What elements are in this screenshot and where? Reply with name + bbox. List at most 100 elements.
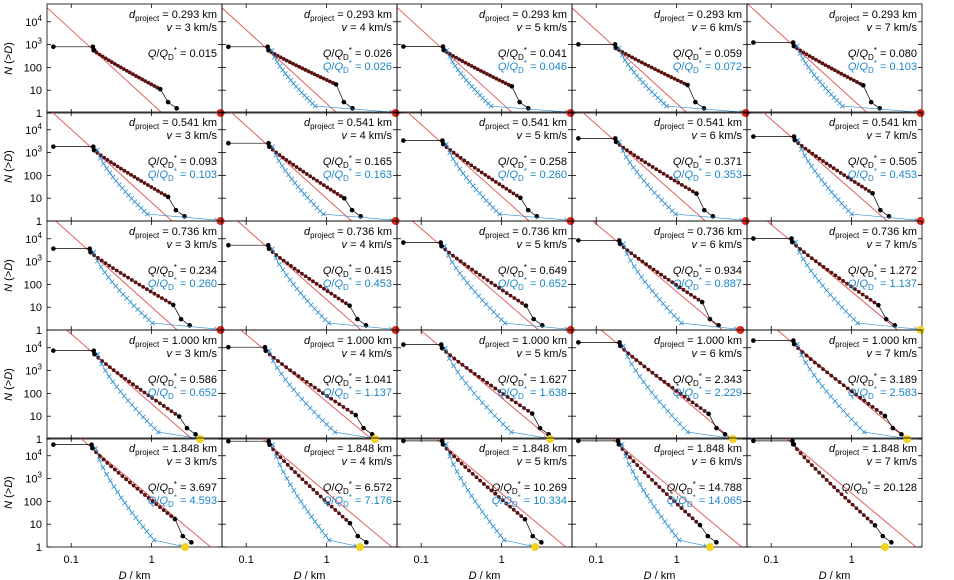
y-tick-label: 104 xyxy=(25,340,42,355)
fragment-point xyxy=(284,158,289,162)
fragment-point xyxy=(451,53,455,58)
fragment-point xyxy=(639,158,644,162)
comparison-cross xyxy=(835,300,841,306)
comparison-cross xyxy=(471,390,477,396)
plot-area xyxy=(226,112,395,221)
fragment-point xyxy=(658,376,663,381)
fragment-point xyxy=(284,58,289,63)
comparison-cross xyxy=(269,47,275,53)
fragment-point xyxy=(131,483,136,488)
fragment-point xyxy=(148,289,153,294)
comparison-cross xyxy=(623,453,629,459)
fragment-point xyxy=(626,53,631,58)
fragment-point xyxy=(852,287,857,292)
comparison-cross xyxy=(500,421,506,427)
fragment-point xyxy=(665,174,670,178)
fragment-point xyxy=(878,411,883,415)
fragment-point xyxy=(795,447,799,451)
comparison-cross xyxy=(488,409,494,415)
fragment-point xyxy=(119,166,123,171)
fragment-point xyxy=(692,295,697,300)
fragment-point xyxy=(97,52,102,57)
fragment-point xyxy=(288,60,292,65)
comparison-cross xyxy=(498,317,504,322)
fragment-point xyxy=(514,193,519,198)
comparison-cross xyxy=(664,103,670,109)
comparison-cross xyxy=(269,246,275,252)
fragment-point xyxy=(119,373,124,378)
fragment-point xyxy=(631,459,636,464)
fragment-point xyxy=(161,508,166,513)
panel-r1-c5: dproject = 0.293 kmv = 7 km/s Q/QD* = 0.0… xyxy=(746,3,925,117)
comparison-cross xyxy=(276,261,282,267)
comparison-cross xyxy=(99,361,105,367)
fragment-point xyxy=(508,293,513,298)
fit-line xyxy=(784,438,917,547)
fragment-point xyxy=(469,64,474,68)
fragment-point xyxy=(647,162,651,167)
fragment-point xyxy=(880,533,886,539)
fragment-point xyxy=(101,457,106,462)
fragment-point xyxy=(489,488,494,493)
fragment-point xyxy=(131,72,135,77)
fragment-point xyxy=(497,286,501,290)
velocity-label: v = 6 km/s xyxy=(692,348,743,360)
fragment-point xyxy=(325,289,330,294)
fragment-point xyxy=(51,144,56,149)
fragment-point xyxy=(108,160,113,165)
comparison-cross xyxy=(463,175,469,181)
comparison-cross xyxy=(129,402,135,408)
fragment-point xyxy=(497,389,502,394)
comparison-cross xyxy=(627,160,633,165)
panel-r5-c3: dproject = 1.848 kmv = 5 km/s Q/QD* = 10.… xyxy=(396,437,573,551)
fragment-series-line xyxy=(403,242,543,326)
panel-r2-c4: dproject = 0.541 kmv = 6 km/s Q/QD* = 0.3… xyxy=(571,111,750,225)
fit-line xyxy=(610,438,743,547)
largest-remnant-marker xyxy=(903,435,912,443)
comparison-cross xyxy=(155,429,161,435)
plot-area xyxy=(226,221,395,330)
comparison-cross xyxy=(681,425,687,431)
velocity-label: v = 5 km/s xyxy=(517,239,568,251)
comparison-cross xyxy=(266,348,272,354)
comparison-cross xyxy=(117,389,123,395)
fragment-point xyxy=(347,520,353,526)
fragment-point xyxy=(679,506,684,510)
comparison-cross xyxy=(678,320,684,326)
q-ratio-black: Q/QD* = 0.415 xyxy=(323,263,392,279)
comparison-cross xyxy=(669,528,675,534)
fragment-point xyxy=(106,58,111,63)
fragment-point xyxy=(158,505,162,510)
comparison-cross xyxy=(270,358,276,364)
fragment-point xyxy=(722,432,728,437)
fragment-point xyxy=(839,492,844,497)
fragment-point xyxy=(504,291,509,295)
comparison-cross xyxy=(637,373,643,379)
fragment-point xyxy=(629,251,634,256)
comparison-cross xyxy=(642,279,648,285)
plot-area xyxy=(51,438,212,547)
fragment-point xyxy=(91,144,96,149)
fragment-point xyxy=(169,514,174,519)
fragment-point xyxy=(281,258,286,263)
fragment-point xyxy=(654,373,659,378)
fragment-point xyxy=(642,470,647,475)
d-project-label: dproject = 0.736 km xyxy=(829,226,917,240)
fragment-point xyxy=(100,54,105,59)
comparison-cross xyxy=(638,274,644,280)
fragment-point xyxy=(115,164,120,169)
comparison-cross xyxy=(619,441,625,447)
comparison-cross xyxy=(120,291,126,297)
comparison-cross xyxy=(494,528,500,534)
fragment-point xyxy=(576,438,581,444)
q-ratio-blue: Q/QD* = 2.229 xyxy=(673,385,742,401)
fragment-point xyxy=(325,185,330,190)
comparison-cross xyxy=(113,283,119,289)
fragment-series-line xyxy=(53,350,196,435)
fragment-point xyxy=(169,409,174,414)
comparison-cross xyxy=(476,504,482,510)
plot-area xyxy=(51,330,199,439)
fragment-point xyxy=(124,477,129,482)
comparison-cross xyxy=(492,413,498,419)
y-tick-label: 10 xyxy=(30,519,42,531)
